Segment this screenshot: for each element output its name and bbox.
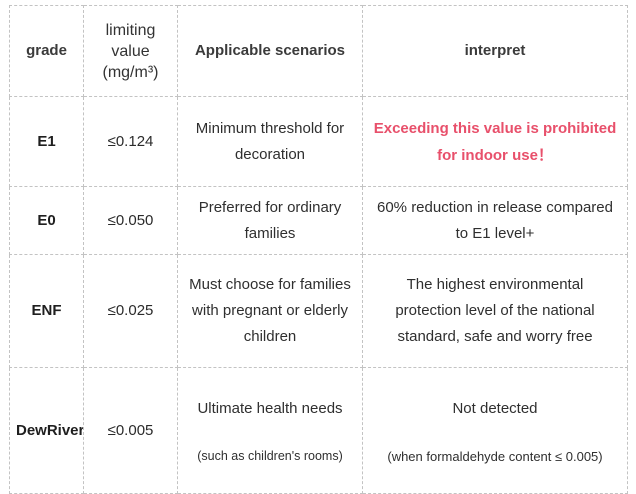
table-row-dewriver: DewRiver ≤0.005 Ultimate health needs (s… bbox=[9, 367, 628, 494]
scenario-note: (such as children's rooms) bbox=[197, 449, 343, 463]
interpret-text: Not detected bbox=[452, 400, 538, 417]
header-interpret: interpret bbox=[362, 5, 628, 97]
page: grade limiting value (mg/m³) Applicable … bbox=[9, 5, 628, 494]
header-limiting-value: limiting value (mg/m³) bbox=[83, 5, 178, 97]
cell-e1-interpret: Exceeding this value is prohibited for i… bbox=[362, 96, 628, 187]
cell-enf-interpret: The highest environmental protection lev… bbox=[362, 254, 628, 368]
cell-dewriver-grade: DewRiver bbox=[9, 367, 84, 494]
cell-e1-scenario: Minimum threshold for decoration bbox=[177, 96, 363, 187]
cell-dewriver-scenario: Ultimate health needs (such as children'… bbox=[177, 367, 363, 494]
cell-e0-grade: E0 bbox=[9, 186, 84, 255]
cell-enf-grade: ENF bbox=[9, 254, 84, 368]
cell-e1-grade: E1 bbox=[9, 96, 84, 187]
interpret-note: (when formaldehyde content ≤ 0.005) bbox=[387, 449, 603, 464]
cell-dewriver-limit: ≤0.005 bbox=[83, 367, 178, 494]
cell-e0-interpret: 60% reduction in release compared to E1 … bbox=[362, 186, 628, 255]
formaldehyde-grade-table: grade limiting value (mg/m³) Applicable … bbox=[9, 5, 628, 494]
cell-e0-limit: ≤0.050 bbox=[83, 186, 178, 255]
cell-enf-scenario: Must choose for families with pregnant o… bbox=[177, 254, 363, 368]
cell-e0-scenario: Preferred for ordinary families bbox=[177, 186, 363, 255]
table-row-e1: E1 ≤0.124 Minimum threshold for decorati… bbox=[9, 96, 628, 187]
cell-dewriver-interpret: Not detected (when formaldehyde content … bbox=[362, 367, 628, 494]
header-grade: grade bbox=[9, 5, 84, 97]
cell-enf-limit: ≤0.025 bbox=[83, 254, 178, 368]
scenario-text: Ultimate health needs bbox=[197, 400, 343, 417]
table-row-enf: ENF ≤0.025 Must choose for families with… bbox=[9, 254, 628, 368]
header-row: grade limiting value (mg/m³) Applicable … bbox=[9, 5, 628, 97]
cell-e1-limit: ≤0.124 bbox=[83, 96, 178, 187]
table-row-e0: E0 ≤0.050 Preferred for ordinary familie… bbox=[9, 186, 628, 255]
header-applicable-scenarios: Applicable scenarios bbox=[177, 5, 363, 97]
